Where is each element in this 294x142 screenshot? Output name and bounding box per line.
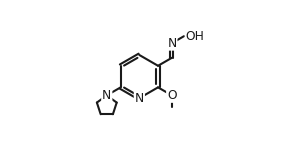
Text: N: N xyxy=(135,92,144,105)
Text: N: N xyxy=(102,89,111,102)
Text: O: O xyxy=(167,89,177,102)
Text: N: N xyxy=(167,37,176,50)
Text: OH: OH xyxy=(186,30,205,43)
